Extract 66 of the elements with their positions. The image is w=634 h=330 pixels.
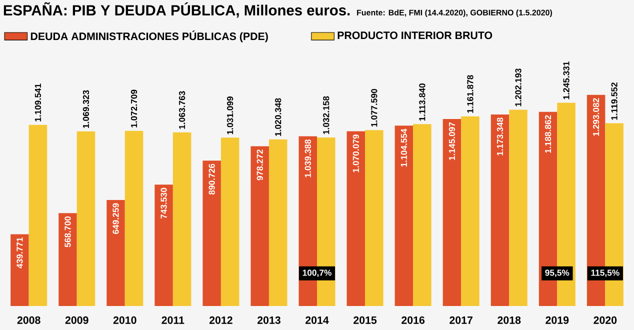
- bar: [10, 234, 29, 306]
- data-label: 1.069.323: [82, 90, 90, 128]
- data-label: 743.530: [160, 188, 167, 218]
- bar: [154, 184, 173, 306]
- bar: [490, 114, 510, 306]
- x-tick-label: 2015: [354, 316, 377, 324]
- data-label: 1.039.388: [304, 140, 311, 178]
- annotation: 100,7%: [302, 270, 332, 278]
- bar: [250, 146, 269, 306]
- bar: [346, 131, 366, 306]
- bar: [28, 124, 48, 306]
- data-label: 1.245.331: [563, 61, 570, 100]
- bar: [124, 130, 144, 306]
- data-label: 1.202.193: [515, 68, 522, 106]
- data-label: 890.726: [208, 164, 215, 195]
- data-label: 1.173.348: [496, 118, 504, 156]
- x-tick-label: 2008: [17, 316, 40, 324]
- bar: [268, 139, 288, 306]
- data-label: 1.032.158: [323, 96, 330, 134]
- data-label: 649.259: [112, 203, 119, 234]
- bar: [106, 200, 125, 306]
- bar: [461, 116, 480, 306]
- source-note: Fuente: BdE, FMI (14.4.2020), GOBIERNO (1.5.2020): [357, 10, 552, 17]
- bar: [365, 130, 384, 306]
- legend-label: PRODUCTO INTERIOR BRUTO: [338, 32, 492, 40]
- data-label: 1.104.554: [400, 128, 408, 167]
- annotation: 115,5%: [591, 270, 620, 278]
- bar: [58, 213, 77, 306]
- bar: [394, 126, 414, 306]
- x-tick-label: 2018: [498, 316, 521, 324]
- bar: [202, 160, 221, 306]
- data-label: 1.077.590: [371, 88, 378, 127]
- data-label: 1.113.840: [419, 84, 426, 121]
- x-tick-label: 2014: [306, 316, 329, 324]
- data-label: 978.272: [256, 150, 263, 180]
- data-label: 1.031.099: [227, 96, 234, 134]
- data-label: 1.188.862: [544, 115, 552, 153]
- x-tick-label: 2016: [402, 316, 425, 324]
- data-label: 1.020.348: [275, 98, 282, 136]
- data-label: 1.063.763: [178, 91, 186, 129]
- x-tick-label: 2009: [65, 316, 88, 324]
- bar: [76, 131, 96, 306]
- chart-title: ESPAÑA: PIB Y DEUDA PÚBLICA, Millones euros.: [4, 2, 350, 18]
- bar: [509, 110, 528, 306]
- x-tick-label: 2017: [450, 316, 472, 324]
- data-label: 568.700: [64, 216, 71, 248]
- bar: [442, 119, 462, 306]
- data-label: 1.072.709: [130, 90, 138, 128]
- data-label: 439.771: [16, 237, 23, 268]
- bar: [413, 124, 432, 306]
- bar: [172, 132, 192, 306]
- bar: [220, 138, 240, 306]
- x-tick-label: 2010: [113, 316, 136, 324]
- x-tick-label: 2013: [257, 316, 280, 324]
- x-tick-label: 2019: [546, 316, 569, 324]
- data-label: 1.070.079: [352, 134, 359, 172]
- annotation: 95,5%: [545, 270, 570, 278]
- data-label: 1.109.541: [34, 84, 42, 122]
- data-label: 1.119.552: [611, 82, 618, 120]
- legend-label: DEUDA ADMINISTRACIONES PÚBLICAS (PDE): [30, 30, 268, 42]
- x-tick-label: 2020: [594, 316, 617, 324]
- data-label: 1.293.082: [592, 98, 600, 136]
- data-label: 1.161.878: [467, 75, 474, 113]
- x-tick-label: 2011: [162, 316, 184, 324]
- x-tick-label: 2012: [209, 316, 232, 324]
- data-label: 1.145.097: [448, 122, 456, 160]
